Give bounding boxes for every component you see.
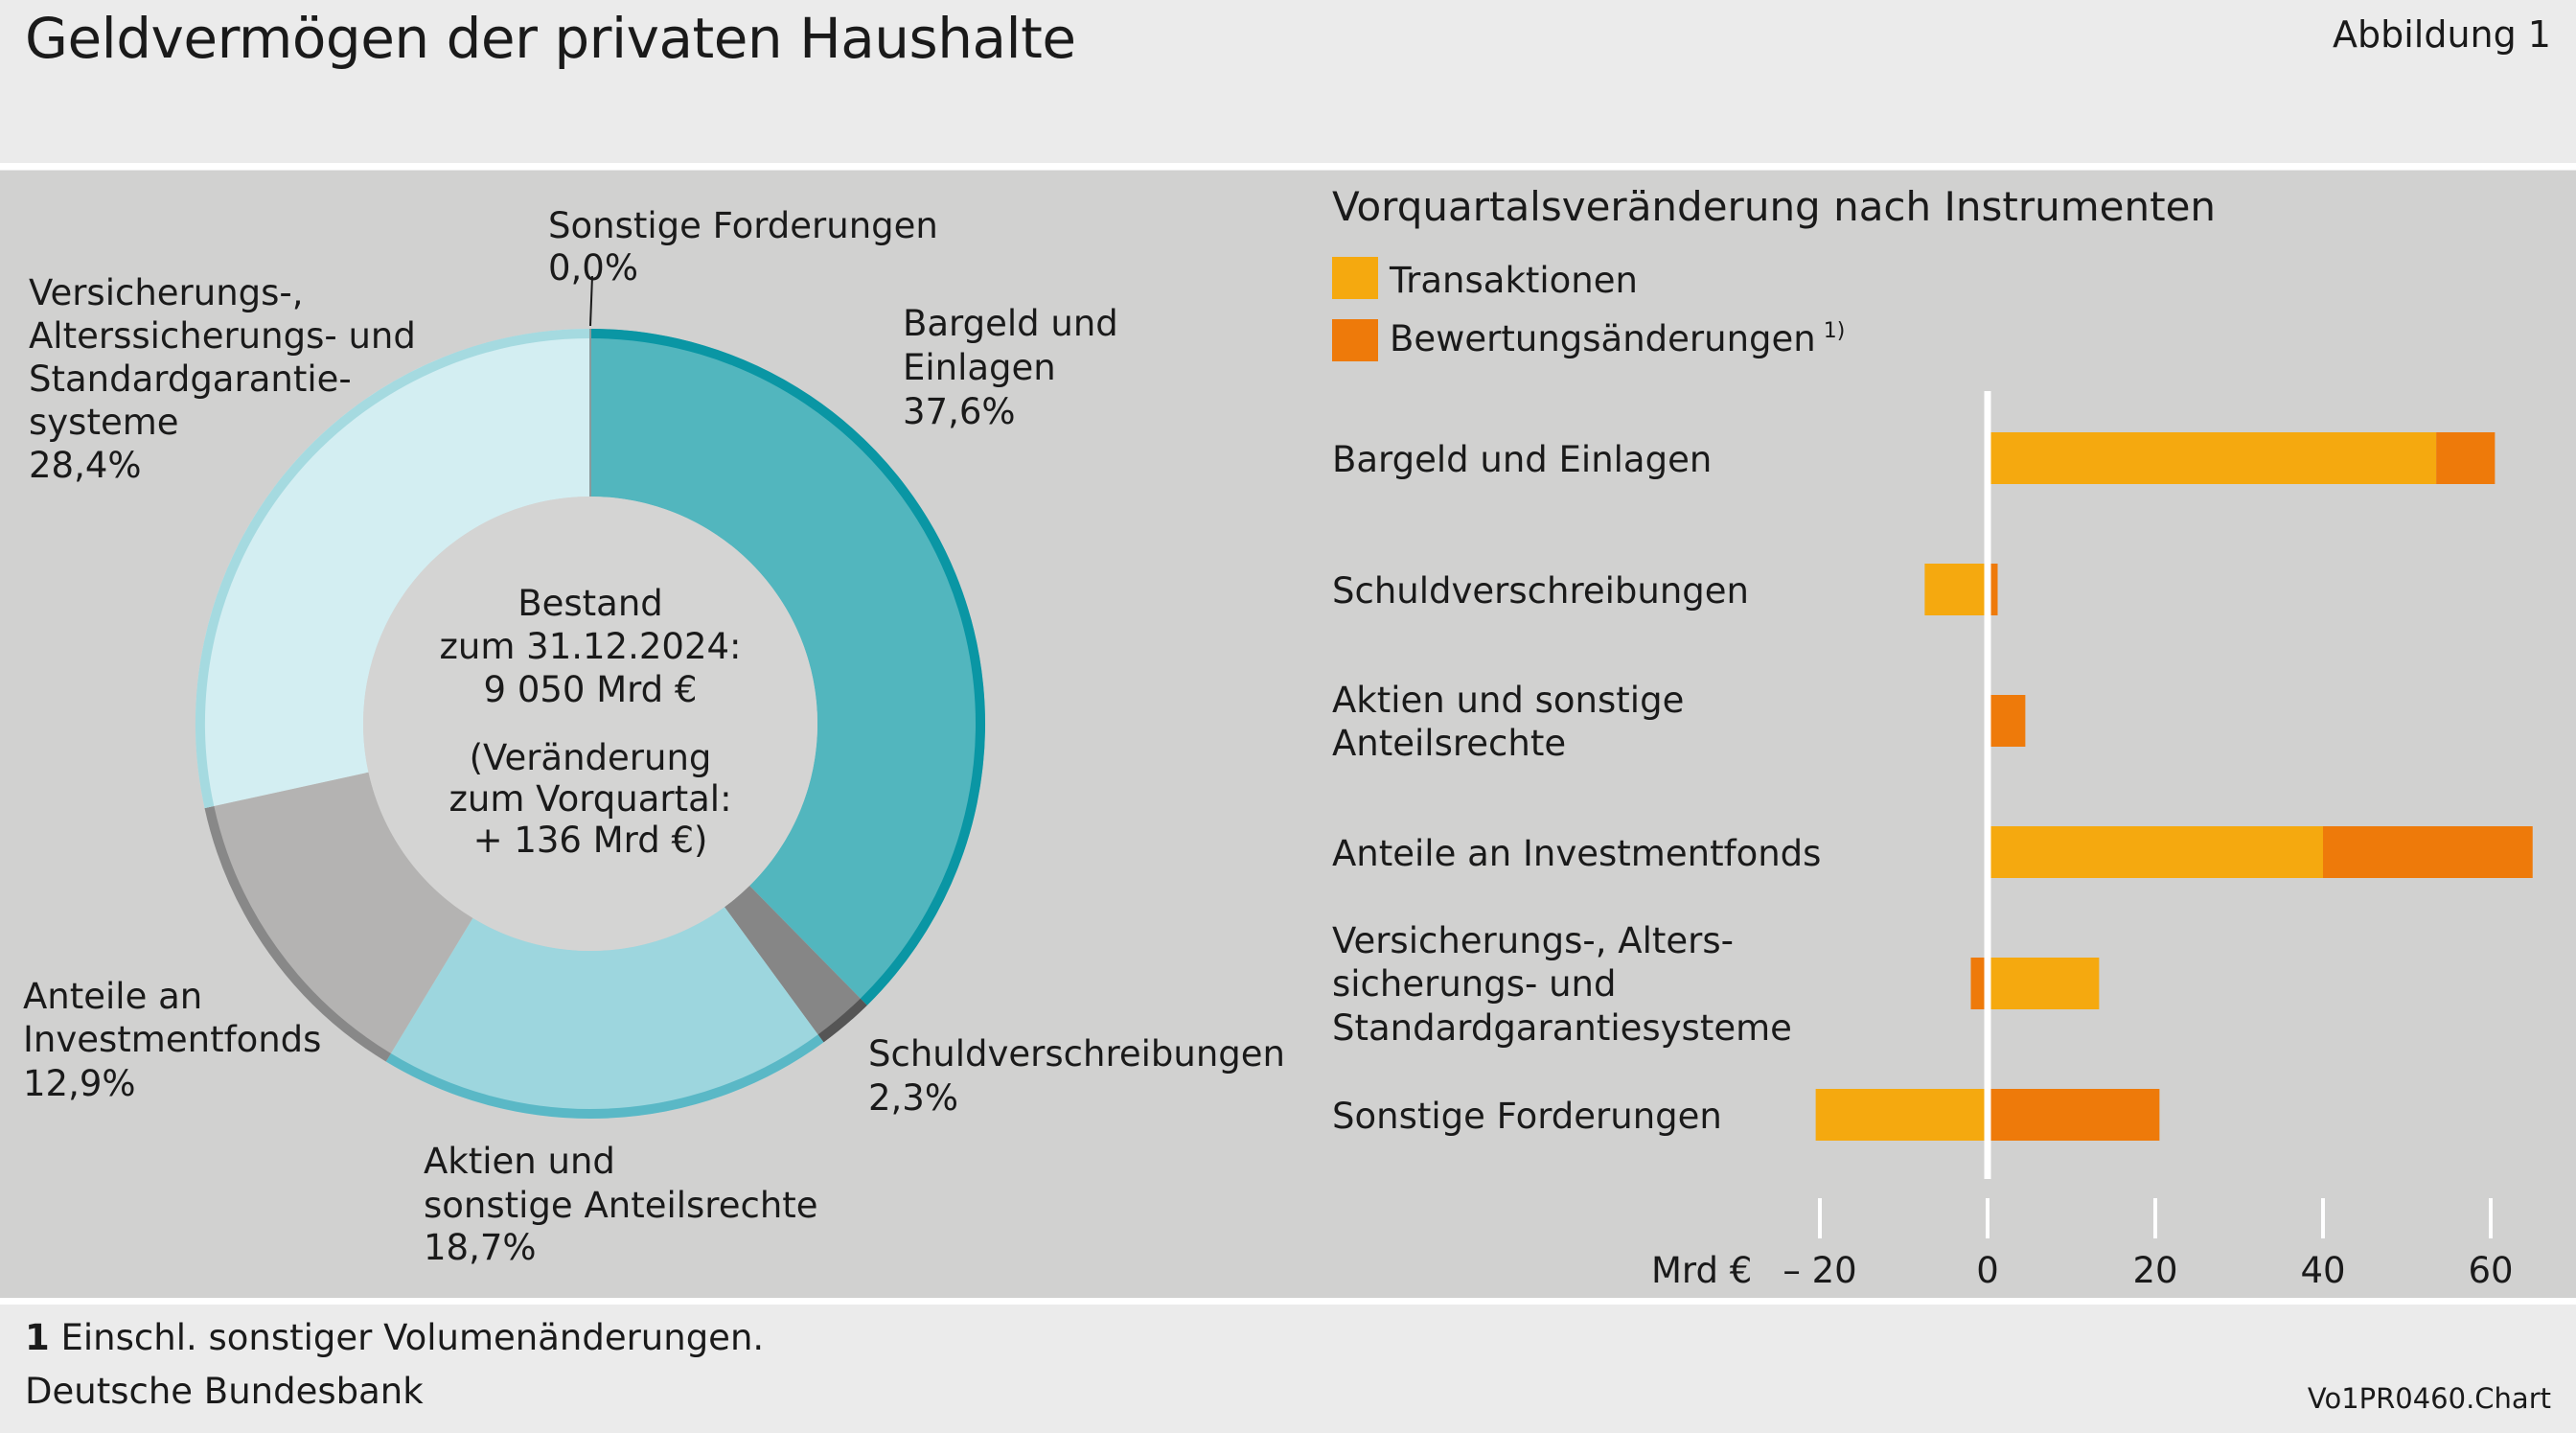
bar-sonstige-bewertung	[1988, 1089, 2160, 1141]
label-vers-value: 28,4%	[29, 445, 142, 486]
center-total: 9 050 Mrd €	[484, 669, 698, 710]
bar-marks	[1815, 432, 2533, 1141]
tick-label-0: 0	[1976, 1250, 1999, 1291]
donut-rim-bargeld	[589, 329, 985, 1005]
category-label-invest: Anteile an Investmentfonds	[1332, 833, 1821, 874]
bar-chart: Vorquartalsveränderung nach Instrumenten…	[1332, 183, 2533, 1291]
bar-vers-bewertung	[1970, 958, 1988, 1009]
center-line5: zum Vorquartal:	[448, 778, 731, 820]
center-line4: (Veränderung	[470, 737, 712, 778]
bar-bargeld-transaktionen	[1988, 432, 2437, 484]
label-vers-line1: Versicherungs-,	[29, 272, 304, 313]
x-axis-unit: Mrd €	[1651, 1250, 1752, 1291]
bar-bargeld-bewertung	[2436, 432, 2496, 484]
source-label: Deutsche Bundesbank	[25, 1371, 424, 1412]
label-sonstige-name: Sonstige Forderungen	[548, 205, 938, 246]
x-axis-ticks	[1818, 1198, 2493, 1238]
legend-bewertung-text: Bewertungsänderungen	[1390, 318, 1816, 359]
donut-chart: Bestand zum 31.12.2024: 9 050 Mrd € (Ver…	[23, 205, 1285, 1268]
label-bargeld-line2: Einlagen	[903, 347, 1056, 388]
label-vers-line2: Alterssicherungs- und	[29, 315, 416, 357]
center-line1: Bestand	[518, 583, 663, 624]
legend-swatch-bewertung	[1332, 319, 1378, 361]
legend-bewertung-note: 1)	[1824, 319, 1846, 343]
category-label-vers-line1: Versicherungs-, Alters-	[1332, 920, 1734, 961]
donut-labels: Sonstige Forderungen 0,0% Bargeld und Ei…	[23, 205, 1285, 1268]
top-divider	[0, 163, 2576, 170]
footer: 1 Einschl. sonstiger Volumenänderungen. …	[0, 1306, 2576, 1433]
donut-slice-invest	[204, 772, 473, 1062]
bottom-divider	[0, 1298, 2576, 1305]
label-aktien-line2: sonstige Anteilsrechte	[424, 1185, 818, 1226]
label-sonstige-value: 0,0%	[548, 247, 638, 289]
donut-slices	[195, 329, 985, 1120]
category-label-sonstige: Sonstige Forderungen	[1332, 1096, 1722, 1137]
donut-slice-vers	[195, 329, 590, 809]
donut-rim-aktien	[385, 1034, 824, 1119]
figure-label: Abbildung 1	[2332, 13, 2551, 56]
label-invest-value: 12,9%	[23, 1063, 136, 1104]
donut-rim-schuld	[817, 998, 867, 1043]
bar-invest-transaktionen	[1988, 826, 2323, 878]
donut-slice-bargeld	[590, 329, 985, 1005]
tick-label-minus20: – 20	[1782, 1250, 1856, 1291]
chart-title: Geldvermögen der privaten Haushalte	[25, 6, 1076, 71]
donut-slice-aktien	[385, 907, 824, 1120]
donut-slice-schuld	[724, 886, 867, 1043]
header: Geldvermögen der privaten Haushalte Abbi…	[0, 0, 2576, 163]
bar-schuld-transaktionen	[1924, 564, 1988, 615]
tick-label-40: 40	[2300, 1250, 2345, 1291]
label-vers-line3: Standardgarantie-	[29, 358, 352, 400]
category-label-vers-line2: sicherungs- und	[1332, 963, 1617, 1005]
bar-vers-transaktionen	[1988, 958, 2100, 1009]
footnote: 1 Einschl. sonstiger Volumenänderungen.	[25, 1317, 764, 1358]
tick-label-20: 20	[2132, 1250, 2177, 1291]
footnote-text: Einschl. sonstiger Volumenänderungen.	[60, 1317, 765, 1358]
bar-chart-subtitle: Vorquartalsveränderung nach Instrumenten	[1332, 183, 2216, 230]
category-label-schuld: Schuldverschreibungen	[1332, 570, 1749, 612]
label-bargeld-line1: Bargeld und	[903, 303, 1118, 344]
legend-label-bewertung: Bewertungsänderungen 1)	[1390, 318, 1845, 359]
label-schuld-value: 2,3%	[868, 1077, 958, 1119]
x-axis-tick-labels: – 20 0 20 40 60	[1782, 1250, 2513, 1291]
category-label-vers-line3: Standardgarantiesysteme	[1332, 1007, 1792, 1049]
category-label-aktien-line1: Aktien und sonstige	[1332, 680, 1684, 721]
label-aktien-value: 18,7%	[424, 1227, 537, 1268]
tick-label-60: 60	[2468, 1250, 2513, 1291]
label-aktien-line1: Aktien und	[424, 1141, 615, 1182]
donut-rim-invest	[204, 805, 391, 1062]
bar-invest-bewertung	[2323, 826, 2533, 878]
sonstige-leader-line	[589, 275, 593, 327]
bar-sonstige-transaktionen	[1815, 1089, 1988, 1141]
chart-code: Vo1PR0460.Chart	[2307, 1382, 2551, 1415]
donut-rim-vers	[196, 329, 591, 809]
label-invest-line2: Investmentfonds	[23, 1019, 321, 1060]
category-label-bargeld: Bargeld und Einlagen	[1332, 439, 1712, 480]
donut-center-text: Bestand zum 31.12.2024: 9 050 Mrd € (Ver…	[440, 583, 742, 861]
label-bargeld-value: 37,6%	[903, 391, 1016, 432]
category-label-aktien-line2: Anteilsrechte	[1332, 723, 1566, 764]
bar-schuld-bewertung	[1988, 564, 1998, 615]
bar-category-labels: Bargeld und Einlagen Schuldverschreibung…	[1332, 439, 1821, 1137]
label-invest-line1: Anteile an	[23, 976, 202, 1017]
legend-swatch-transaktionen	[1332, 257, 1378, 299]
center-change: + 136 Mrd €)	[473, 820, 708, 861]
footnote-number: 1	[25, 1317, 50, 1358]
label-schuld-name: Schuldverschreibungen	[868, 1033, 1285, 1075]
bar-aktien-bewertung	[1988, 695, 2026, 747]
donut-center	[363, 497, 817, 951]
label-vers-line4: systeme	[29, 402, 179, 443]
center-line2: zum 31.12.2024:	[440, 626, 742, 667]
legend-label-transaktionen: Transaktionen	[1389, 260, 1638, 301]
